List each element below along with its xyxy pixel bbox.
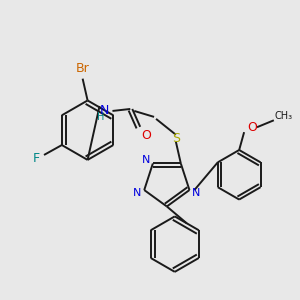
- Text: CH₃: CH₃: [275, 111, 293, 121]
- Text: Br: Br: [76, 62, 89, 75]
- Text: O: O: [141, 129, 151, 142]
- Text: S: S: [172, 132, 180, 145]
- Text: N: N: [142, 155, 150, 166]
- Text: H: H: [97, 112, 104, 122]
- Text: F: F: [32, 152, 40, 165]
- Text: N: N: [133, 188, 142, 198]
- Text: O: O: [247, 121, 257, 134]
- Text: N: N: [192, 188, 201, 198]
- Text: N: N: [100, 104, 109, 117]
